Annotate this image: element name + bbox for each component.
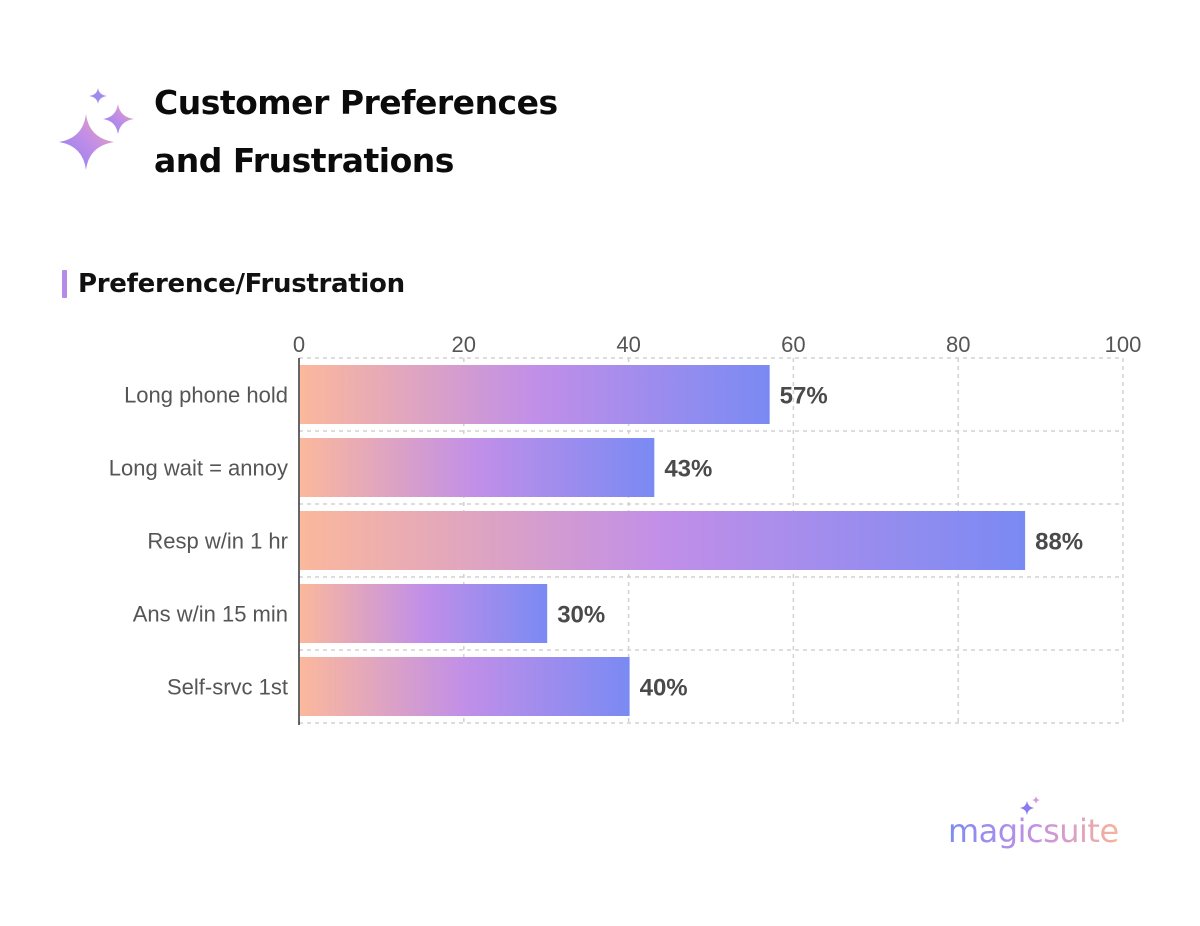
data-label: 88% [1035, 529, 1083, 556]
data-label: 30% [557, 602, 605, 629]
bar [300, 511, 1026, 570]
brand-name: magicsuite [948, 812, 1119, 850]
section-title: Preference/Frustration [78, 269, 405, 299]
x-tick-label: 20 [452, 332, 476, 357]
category-label: Self-srvc 1st [167, 675, 288, 700]
category-label: Ans w/in 15 min [133, 602, 288, 627]
header: Customer Preferences and Frustrations [56, 74, 756, 194]
bar [300, 365, 770, 424]
title-line-1: Customer Preferences [154, 83, 558, 122]
title-line-2: and Frustrations [154, 141, 454, 180]
bar [300, 657, 630, 716]
sparkle-icon [1020, 796, 1040, 815]
bar [300, 438, 655, 497]
bars [300, 365, 1026, 716]
data-label: 43% [664, 456, 712, 483]
bar [300, 584, 548, 643]
data-label: 40% [640, 675, 688, 702]
category-label: Long phone hold [124, 383, 288, 408]
brand-logo: magicsuite [948, 795, 1148, 855]
x-axis-ticks: 0 20 40 60 80 100 [293, 332, 1141, 357]
x-tick-label: 100 [1105, 332, 1142, 357]
grid-lines [298, 357, 1124, 725]
x-tick-label: 80 [946, 332, 970, 357]
data-label: 57% [780, 383, 828, 410]
category-label: Resp w/in 1 hr [147, 529, 288, 554]
x-tick-label: 60 [781, 332, 805, 357]
x-tick-label: 40 [616, 332, 640, 357]
x-tick-label: 0 [293, 332, 305, 357]
category-label: Long wait = annoy [109, 456, 288, 481]
sparkles-icon [59, 88, 134, 170]
page-title: Customer Preferences and Frustrations [154, 74, 558, 190]
value-labels: 57% 43% 88% 30% 40% [557, 383, 1083, 702]
category-labels: Long phone hold Long wait = annoy Resp w/i… [109, 383, 288, 700]
section-accent-bar [62, 270, 67, 298]
